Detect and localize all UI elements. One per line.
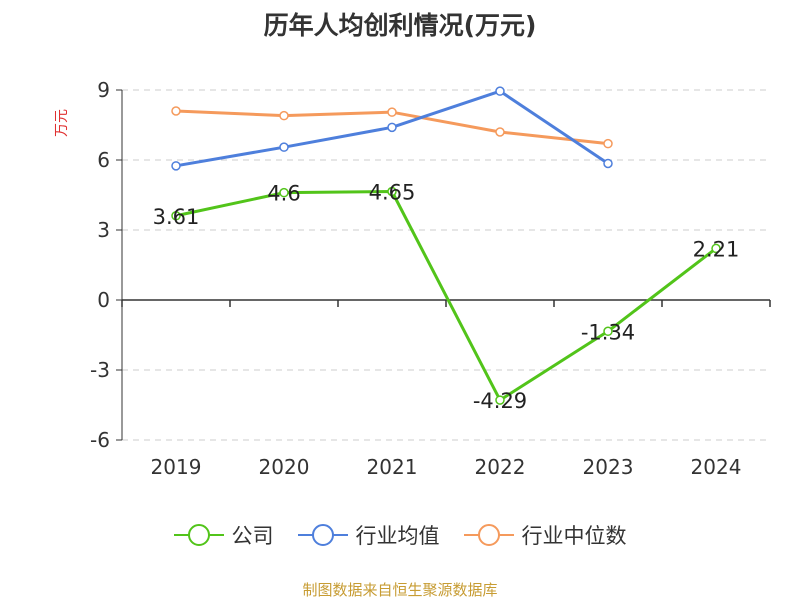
data-point [279,187,289,198]
x-tick-label: 2020 [259,455,310,479]
legend-label-industry-mean: 行业均值 [355,524,440,548]
data-point [171,161,181,171]
legend-label-industry-median: 行业中位数 [521,524,627,548]
legend-marker-industry-median [463,524,514,546]
data-point [603,138,613,149]
legend-marker-company [173,524,224,546]
x-tick-label: 2023 [583,455,634,479]
chart-legend: 公司 行业均值 行业中位数 [0,520,800,550]
data-point [603,158,613,169]
chart-title: 历年人均创利情况(万元) [263,11,537,40]
y-axis-label: 万元 [54,109,70,137]
data-point [495,395,505,405]
y-tick-label: 6 [97,148,110,172]
legend-label-company: 公司 [231,524,274,548]
x-tick-label: 2021 [367,455,418,479]
y-tick-label: 3 [97,218,110,242]
series-line [175,190,717,402]
data-label: -4.29 [473,389,527,413]
legend-marker-industry-mean [297,524,348,546]
x-tick-label: 2024 [691,455,742,479]
data-label: 4.65 [369,181,416,205]
legend-item-industry-median[interactable]: 行业中位数 [463,520,627,550]
data-point [495,127,505,137]
y-tick-label: 9 [97,78,110,102]
data-point [279,142,289,152]
data-point [171,211,181,221]
data-point [387,186,397,197]
y-tick-label: -6 [90,428,110,452]
x-tick-label: 2019 [151,455,202,479]
data-label: 2.21 [693,237,740,261]
legend-item-company[interactable]: 公司 [173,520,274,550]
legend-item-industry-mean[interactable]: 行业均值 [297,520,440,550]
data-label: 4.6 [267,182,300,206]
data-point [171,106,181,116]
y-tick-label: 0 [97,288,110,312]
data-source-footer: 制图数据来自恒生聚源数据库 [302,581,498,599]
data-point [387,122,397,133]
data-point [711,243,721,254]
data-label: -1.34 [581,320,635,344]
x-tick-label: 2022 [475,455,526,479]
data-label: 3.61 [153,205,200,229]
data-point [279,110,289,121]
data-point [603,326,613,337]
data-point [387,107,397,117]
y-tick-label: -3 [90,358,110,382]
data-point [495,86,505,96]
